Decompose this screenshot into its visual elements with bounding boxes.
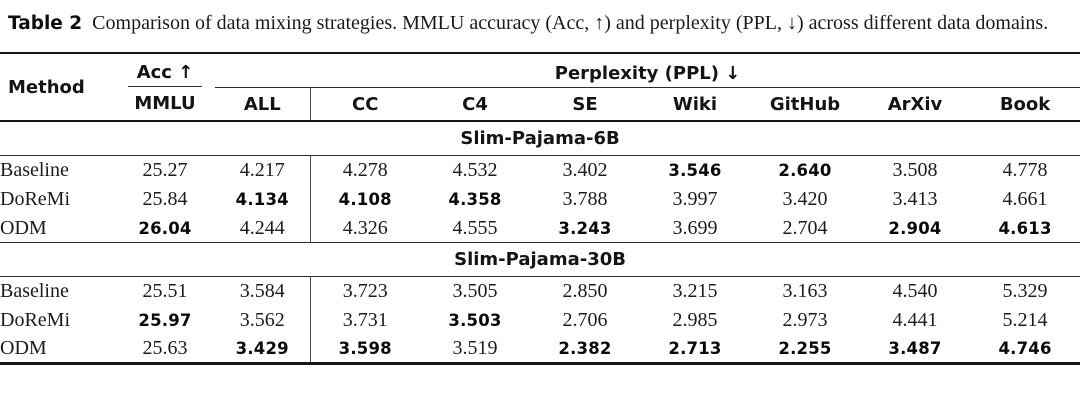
section-row: Slim-Pajama-30B — [0, 242, 1080, 278]
ppl-value-cell: 4.278 — [342, 159, 388, 182]
col-subheader-github: GitHub — [750, 87, 860, 123]
ppl-value-cell: 3.788 — [562, 187, 608, 210]
ppl-value-cell: 2.985 — [672, 308, 718, 331]
col-header-acc: Acc ↑ — [115, 53, 215, 88]
ppl-value-cell: 3.163 — [782, 280, 828, 303]
method-cell: DoReMi — [0, 187, 70, 210]
method-cell: ODM — [0, 216, 47, 239]
ppl-value-cell: 3.503 — [448, 310, 502, 330]
ppl-value-cell: 3.402 — [562, 159, 608, 182]
col-subheader-book: Book — [970, 87, 1080, 123]
col-subheader-all: ALL — [215, 87, 311, 123]
ppl-value-cell: 3.562 — [215, 305, 311, 335]
col-subheader-arxiv: ArXiv — [860, 87, 970, 123]
col-subheader-cc: CC — [310, 87, 420, 123]
ppl-value-cell: 2.382 — [558, 339, 612, 359]
ppl-value-cell: 3.699 — [672, 216, 718, 239]
table-row: Baseline 25.51 3.584 3.723 3.505 2.850 3.215 3.… — [0, 276, 1080, 306]
acc-value-cell: 25.51 — [142, 280, 188, 303]
col-subheader-se: SE — [530, 87, 640, 123]
table-caption: Table 2 Comparison of data mixing strateg… — [8, 9, 1070, 37]
ppl-value-cell: 5.329 — [1002, 280, 1048, 303]
col-subheader-wiki: Wiki — [640, 87, 750, 123]
ppl-value-cell: 4.613 — [998, 218, 1052, 238]
ppl-value-cell: 4.555 — [452, 216, 498, 239]
table-row: ODM 25.63 3.429 3.598 3.519 2.382 2.713 2.255 3.… — [0, 334, 1080, 364]
ppl-value-cell: 2.704 — [782, 216, 828, 239]
ppl-value-cell: 3.413 — [892, 187, 938, 210]
header-row-groups: Method Acc ↑ Perplexity (PPL) ↓ — [0, 53, 1080, 123]
ppl-value-cell: 3.420 — [782, 187, 828, 210]
method-cell: ODM — [0, 337, 47, 360]
col-subheader-mmlu: MMLU — [115, 87, 215, 123]
ppl-value-cell: 2.904 — [888, 218, 942, 238]
ppl-value-cell: 3.723 — [342, 280, 388, 303]
ppl-value-cell: 3.215 — [672, 280, 718, 303]
ppl-value-cell: 3.505 — [452, 280, 498, 303]
ppl-value-cell: 3.519 — [452, 337, 498, 360]
ppl-value-cell: 4.661 — [1002, 187, 1048, 210]
table-row: Baseline 25.27 4.217 4.278 4.532 3.402 3.546 2.… — [0, 155, 1080, 185]
acc-value-cell: 25.84 — [142, 187, 188, 210]
col-header-perplexity: Perplexity (PPL) ↓ — [215, 53, 1080, 88]
table-caption-tag: Table 2 — [8, 13, 83, 34]
section-title: Slim-Pajama-30B — [0, 242, 1080, 278]
ppl-value-cell: 3.243 — [558, 218, 612, 238]
ppl-value-cell: 3.731 — [342, 308, 388, 331]
ppl-value-cell: 2.973 — [782, 308, 828, 331]
table-row: DoReMi 25.84 4.134 4.108 4.358 3.788 3.997 3.42… — [0, 184, 1080, 214]
col-header-method: Method — [0, 53, 115, 123]
acc-value-cell: 25.27 — [142, 159, 188, 182]
ppl-value-cell: 3.584 — [215, 276, 311, 306]
acc-value-cell: 26.04 — [138, 218, 192, 238]
table-row: ODM 26.04 4.244 4.326 4.555 3.243 3.699 2.704 2.… — [0, 213, 1080, 243]
col-subheader-c4: C4 — [420, 87, 530, 123]
ppl-value-cell: 4.540 — [892, 280, 938, 303]
ppl-value-cell: 4.108 — [338, 189, 392, 209]
section-title: Slim-Pajama-6B — [0, 120, 1080, 157]
ppl-value-cell: 4.244 — [215, 213, 311, 243]
ppl-value-cell: 2.850 — [562, 280, 608, 303]
ppl-value-cell: 2.713 — [668, 339, 722, 359]
method-cell: DoReMi — [0, 308, 70, 331]
ppl-value-cell: 2.706 — [562, 308, 608, 331]
ppl-value-cell: 4.134 — [215, 184, 311, 214]
ppl-value-cell: 4.358 — [448, 189, 502, 209]
ppl-value-cell: 3.487 — [888, 339, 942, 359]
ppl-value-cell: 4.217 — [215, 155, 311, 185]
ppl-header-label: Perplexity (PPL) ↓ — [554, 62, 741, 84]
ppl-value-cell: 3.997 — [672, 187, 718, 210]
ppl-value-cell: 4.441 — [892, 308, 938, 331]
table-row: DoReMi 25.97 3.562 3.731 3.503 2.706 2.985 2.97… — [0, 305, 1080, 335]
ppl-value-cell: 4.326 — [342, 216, 388, 239]
header-row-domains: MMLU ALL CC C4 SE Wiki GitHub ArXiv Book — [0, 87, 1080, 123]
acc-header-label: Acc ↑ — [127, 62, 203, 88]
acc-value-cell: 25.63 — [142, 337, 188, 360]
ppl-value-cell: 3.429 — [215, 334, 311, 364]
acc-value-cell: 25.97 — [138, 310, 192, 330]
ppl-value-cell: 2.255 — [778, 339, 832, 359]
ppl-value-cell: 4.778 — [1002, 159, 1048, 182]
method-cell: Baseline — [0, 280, 69, 303]
results-table: Method Acc ↑ Perplexity (PPL) ↓ MMLU ALL… — [0, 52, 1080, 366]
ppl-value-cell: 4.746 — [998, 339, 1052, 359]
ppl-value-cell: 2.640 — [778, 161, 832, 181]
ppl-value-cell: 3.508 — [892, 159, 938, 182]
paper-table-figure: Table 2 Comparison of data mixing strateg… — [0, 9, 1080, 366]
ppl-value-cell: 3.598 — [338, 339, 392, 359]
ppl-value-cell: 4.532 — [452, 159, 498, 182]
ppl-value-cell: 5.214 — [1002, 308, 1048, 331]
table-caption-text: Comparison of data mixing strategies. MM… — [92, 12, 1049, 34]
section-row: Slim-Pajama-6B — [0, 120, 1080, 157]
ppl-value-cell: 3.546 — [668, 161, 722, 181]
method-cell: Baseline — [0, 159, 69, 182]
